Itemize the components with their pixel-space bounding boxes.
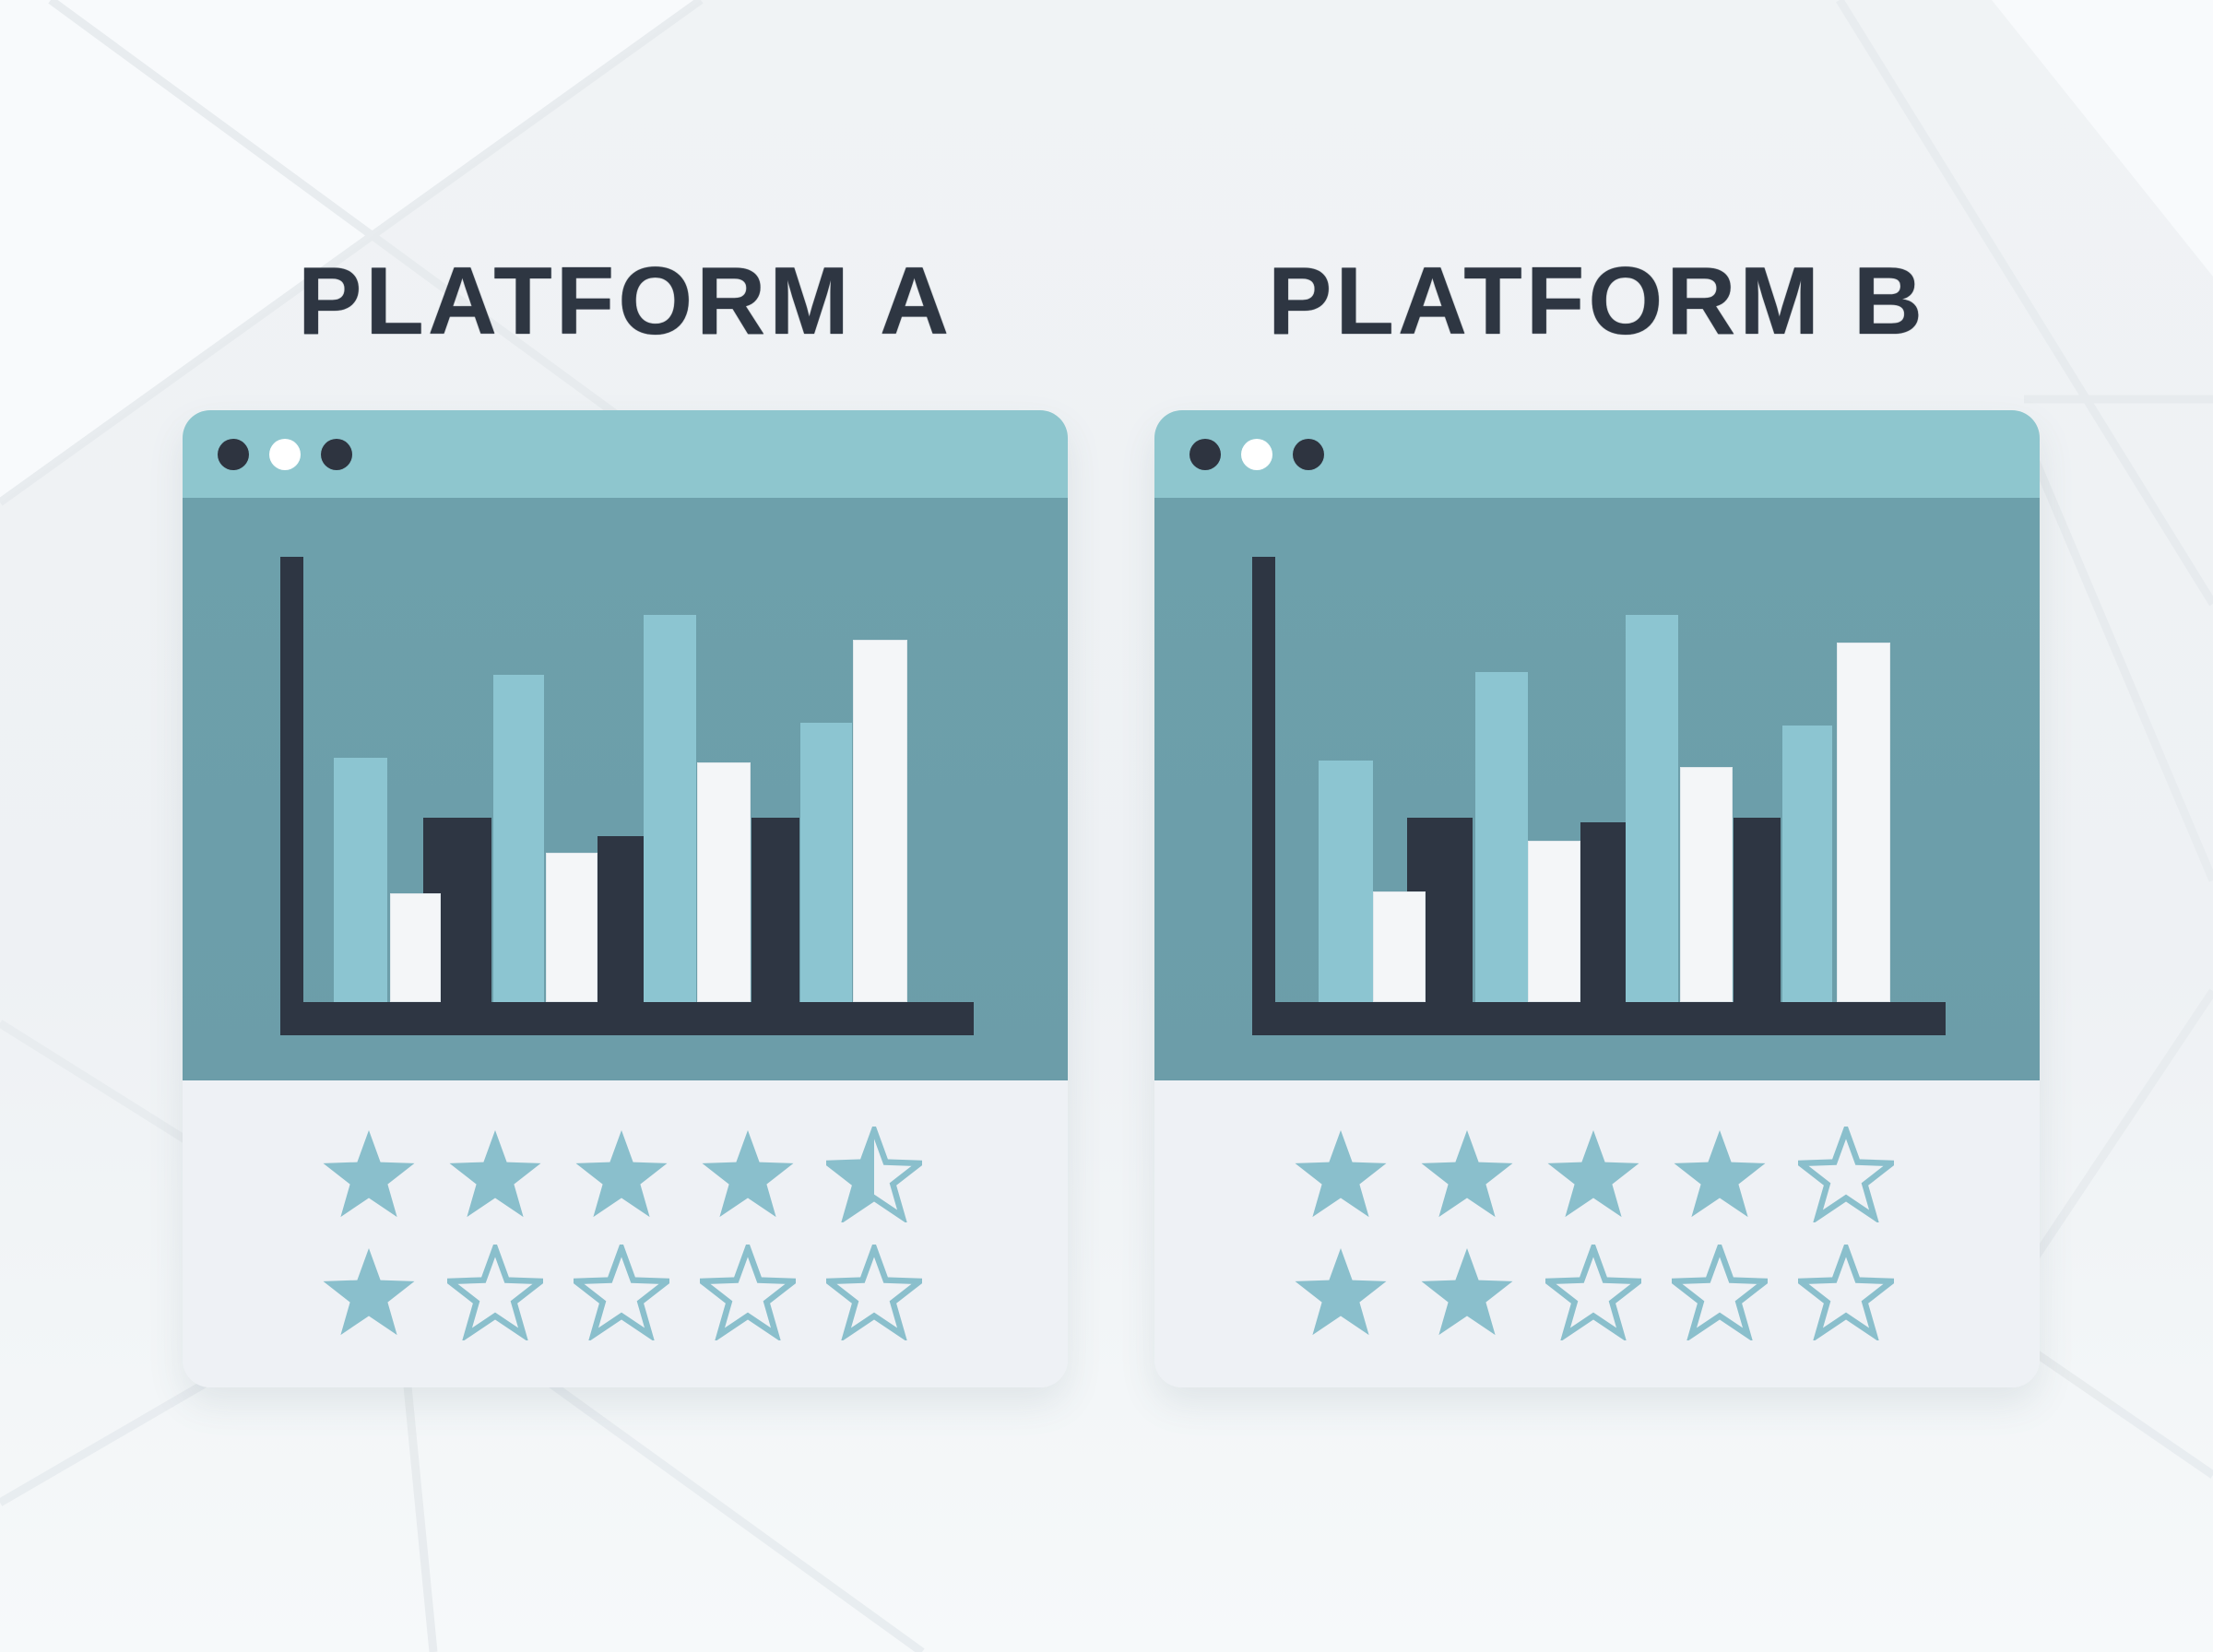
chart-bar-white	[1373, 891, 1426, 1002]
platform-a-title: PLATFORM A	[297, 248, 953, 355]
star-filled-icon[interactable]	[321, 1127, 417, 1222]
chart-bar-light	[1475, 672, 1528, 1002]
rating-row	[321, 1245, 1068, 1340]
star-filled-icon[interactable]	[447, 1127, 543, 1222]
chart-bar-dark	[751, 818, 799, 1002]
y-axis	[1252, 557, 1275, 1035]
rating-row	[321, 1127, 1068, 1222]
chart-plot	[1154, 498, 2040, 1080]
star-empty-icon[interactable]	[574, 1245, 669, 1340]
chart-bar-white	[1837, 643, 1890, 1002]
star-empty-icon[interactable]	[447, 1245, 543, 1340]
window-dot[interactable]	[218, 438, 249, 470]
star-filled-icon[interactable]	[1672, 1127, 1768, 1222]
platform-b-title: PLATFORM B	[1268, 248, 1926, 355]
chart-bar-white	[1680, 767, 1733, 1002]
star-filled-icon[interactable]	[1419, 1127, 1515, 1222]
chart-bar-white	[697, 762, 751, 1002]
star-half-icon[interactable]	[826, 1127, 922, 1222]
chart-bar-white	[1528, 841, 1580, 1002]
star-filled-icon[interactable]	[700, 1127, 796, 1222]
window-dots	[1189, 438, 1324, 470]
ratings-panel	[1154, 1080, 2040, 1387]
chart-bar-light	[334, 758, 387, 1002]
window-dot[interactable]	[269, 438, 301, 470]
chart-bar-dark	[1734, 818, 1781, 1002]
star-filled-icon[interactable]	[574, 1127, 669, 1222]
window-dot[interactable]	[1241, 438, 1272, 470]
star-filled-icon[interactable]	[1293, 1245, 1389, 1340]
rating-row	[1293, 1127, 2040, 1222]
window-dot[interactable]	[321, 438, 352, 470]
star-filled-icon[interactable]	[1545, 1127, 1641, 1222]
x-axis	[1252, 1002, 1946, 1035]
rating-row	[1293, 1245, 2040, 1340]
platform-b-window	[1154, 410, 2040, 1387]
chart-bar-white	[546, 853, 598, 1002]
star-filled-icon[interactable]	[1419, 1245, 1515, 1340]
star-empty-icon[interactable]	[1672, 1245, 1768, 1340]
window-titlebar	[1154, 410, 2040, 498]
chart-bar-dark	[1580, 822, 1627, 1002]
chart-bar-light	[1626, 615, 1678, 1002]
platform-a-window	[183, 410, 1068, 1387]
chart-bar-dark	[598, 836, 645, 1002]
chart-bar-light	[1782, 726, 1832, 1002]
chart-bar-light	[800, 723, 852, 1002]
window-dots	[218, 438, 352, 470]
chart-bar-light	[644, 615, 696, 1002]
star-filled-icon[interactable]	[1293, 1127, 1389, 1222]
chart-bar-white	[390, 893, 441, 1002]
window-dot[interactable]	[1189, 438, 1221, 470]
star-empty-icon[interactable]	[700, 1245, 796, 1340]
x-axis	[280, 1002, 974, 1035]
chart-bar-light	[493, 675, 544, 1002]
window-titlebar	[183, 410, 1068, 498]
y-axis	[280, 557, 303, 1035]
chart-bar-white	[853, 640, 907, 1002]
ratings-panel	[183, 1080, 1068, 1387]
window-dot[interactable]	[1293, 438, 1324, 470]
star-empty-icon[interactable]	[1545, 1245, 1641, 1340]
chart-plot	[183, 498, 1068, 1080]
chart-bar-light	[1319, 761, 1373, 1002]
star-empty-icon[interactable]	[1798, 1245, 1894, 1340]
star-empty-icon[interactable]	[1798, 1127, 1894, 1222]
star-empty-icon[interactable]	[826, 1245, 922, 1340]
star-filled-icon[interactable]	[321, 1245, 417, 1340]
